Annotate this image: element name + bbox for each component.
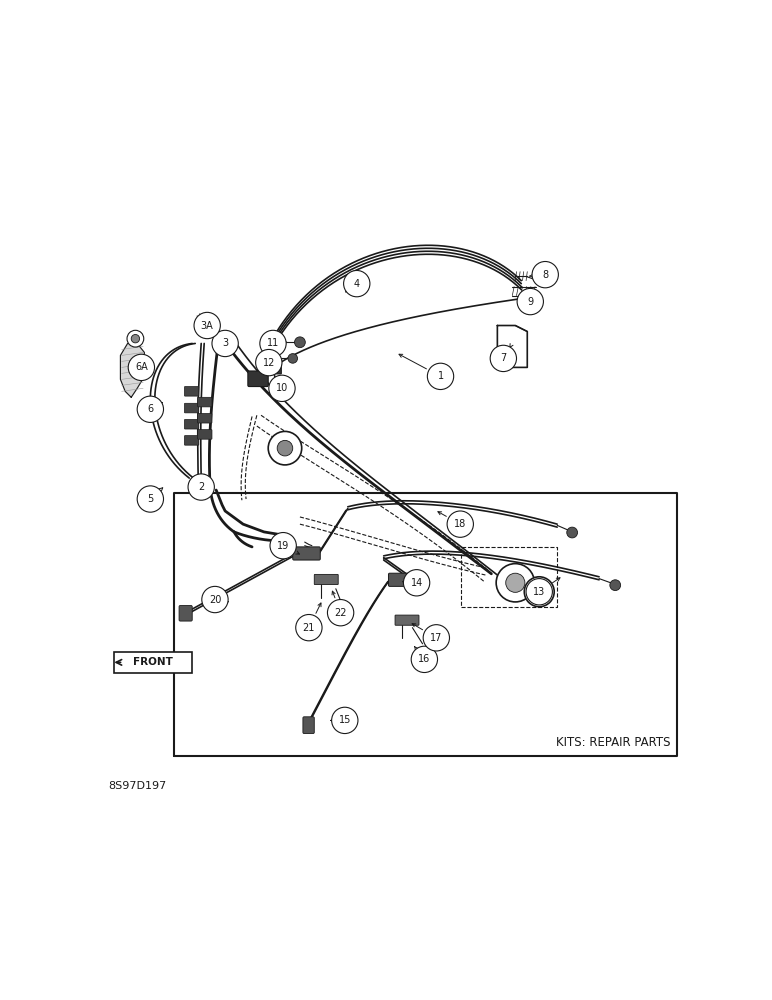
Circle shape [610, 580, 621, 591]
Text: 19: 19 [277, 541, 290, 551]
Circle shape [288, 354, 297, 363]
Text: 3A: 3A [201, 321, 214, 331]
Text: 16: 16 [418, 654, 431, 664]
Circle shape [201, 586, 229, 613]
Text: 11: 11 [267, 338, 279, 348]
Circle shape [295, 337, 305, 348]
Text: FRONT: FRONT [133, 657, 173, 667]
Circle shape [411, 646, 438, 673]
Circle shape [428, 363, 454, 390]
Circle shape [296, 614, 322, 641]
Circle shape [131, 334, 140, 343]
Circle shape [567, 527, 577, 538]
FancyBboxPatch shape [185, 387, 199, 396]
Circle shape [532, 261, 558, 288]
FancyBboxPatch shape [179, 606, 192, 621]
Circle shape [256, 349, 282, 376]
Circle shape [137, 396, 164, 422]
FancyBboxPatch shape [198, 430, 212, 439]
Circle shape [332, 707, 358, 734]
Text: 3: 3 [222, 338, 229, 348]
FancyBboxPatch shape [185, 403, 199, 413]
Circle shape [194, 312, 220, 339]
FancyBboxPatch shape [395, 615, 419, 625]
Circle shape [188, 474, 215, 500]
Circle shape [524, 577, 554, 607]
Text: 18: 18 [454, 519, 466, 529]
Circle shape [447, 511, 473, 537]
Circle shape [277, 440, 293, 456]
Circle shape [270, 533, 296, 559]
Text: 1: 1 [438, 371, 444, 381]
FancyBboxPatch shape [248, 371, 268, 387]
Circle shape [506, 573, 525, 592]
Circle shape [268, 431, 302, 465]
Text: 10: 10 [276, 383, 288, 393]
Circle shape [128, 354, 154, 381]
FancyBboxPatch shape [185, 436, 199, 445]
Text: 4: 4 [354, 279, 360, 289]
Text: 13: 13 [533, 587, 545, 597]
FancyBboxPatch shape [388, 573, 416, 586]
Text: 8S97D197: 8S97D197 [108, 781, 167, 791]
Circle shape [269, 375, 295, 401]
Circle shape [260, 330, 286, 357]
Text: 15: 15 [339, 715, 351, 725]
FancyBboxPatch shape [185, 419, 199, 429]
FancyBboxPatch shape [198, 397, 212, 407]
Polygon shape [120, 343, 144, 397]
FancyBboxPatch shape [314, 574, 338, 585]
Circle shape [517, 288, 543, 315]
Circle shape [404, 570, 430, 596]
Text: 5: 5 [147, 494, 154, 504]
Circle shape [496, 564, 534, 602]
Circle shape [344, 270, 370, 297]
Circle shape [490, 345, 516, 372]
Text: KITS: REPAIR PARTS: KITS: REPAIR PARTS [557, 736, 671, 749]
Text: 9: 9 [527, 297, 533, 307]
Circle shape [532, 585, 547, 599]
FancyBboxPatch shape [303, 717, 314, 734]
Text: 14: 14 [411, 578, 423, 588]
Text: 22: 22 [334, 608, 347, 618]
Text: 20: 20 [208, 595, 221, 605]
Circle shape [127, 330, 144, 347]
Circle shape [526, 579, 553, 605]
Circle shape [137, 486, 164, 512]
Text: 6: 6 [147, 404, 154, 414]
FancyBboxPatch shape [114, 652, 191, 673]
FancyBboxPatch shape [263, 361, 281, 374]
Text: 17: 17 [430, 633, 442, 643]
Circle shape [327, 600, 354, 626]
Circle shape [423, 625, 449, 651]
Text: 7: 7 [500, 353, 506, 363]
Text: 12: 12 [262, 358, 275, 368]
Text: 21: 21 [303, 623, 315, 633]
FancyBboxPatch shape [293, 547, 320, 560]
Text: 8: 8 [542, 270, 548, 280]
Circle shape [212, 330, 239, 357]
Text: 2: 2 [198, 482, 205, 492]
FancyBboxPatch shape [198, 413, 212, 423]
Text: 6A: 6A [135, 362, 147, 372]
